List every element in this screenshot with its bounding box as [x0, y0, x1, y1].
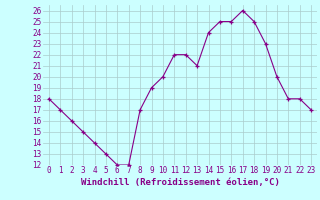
- X-axis label: Windchill (Refroidissement éolien,°C): Windchill (Refroidissement éolien,°C): [81, 178, 279, 187]
